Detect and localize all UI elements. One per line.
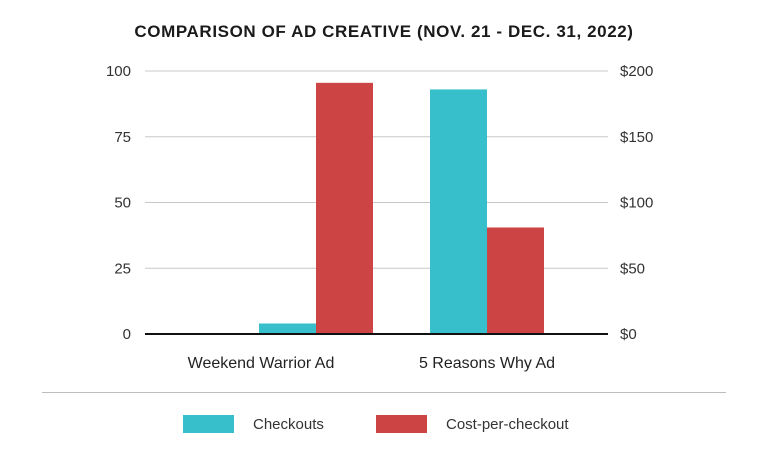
- y-right-tick-label: $100: [620, 195, 653, 212]
- y-left-tick-label: 0: [123, 326, 131, 343]
- x-category-label: Weekend Warrior Ad: [188, 355, 335, 372]
- legend-divider: [42, 392, 726, 393]
- y-right-tick-label: $0: [620, 326, 637, 343]
- legend-item-checkouts: Checkouts: [183, 413, 324, 435]
- bar-cost-per-checkout-5-reasons-why-ad: [487, 227, 544, 334]
- legend-swatch-checkouts: [183, 415, 234, 433]
- bar-checkouts-5-reasons-why-ad: [430, 89, 487, 334]
- y-right-tick-label: $50: [620, 260, 645, 277]
- x-category-label: 5 Reasons Why Ad: [419, 355, 555, 372]
- chart-title: COMPARISON OF AD CREATIVE (NOV. 21 - DEC…: [134, 22, 634, 41]
- y-right-tick-label: $200: [620, 63, 653, 80]
- bar-checkouts-weekend-warrior-ad: [259, 323, 316, 334]
- legend-label-cost-per-checkout: Cost-per-checkout: [446, 415, 569, 433]
- y-left-tick-label: 25: [114, 260, 131, 277]
- y-left-tick-label: 75: [114, 129, 131, 146]
- y-right-tick-label: $150: [620, 129, 653, 146]
- legend-item-cost-per-checkout: Cost-per-checkout: [376, 413, 569, 435]
- y-left-tick-label: 100: [106, 63, 131, 80]
- legend-swatch-cost-per-checkout: [376, 415, 427, 433]
- legend-label-checkouts: Checkouts: [253, 415, 324, 433]
- y-left-tick-label: 50: [114, 195, 131, 212]
- bar-cost-per-checkout-weekend-warrior-ad: [316, 82, 373, 335]
- chart-legend: Checkouts Cost-per-checkout: [0, 413, 768, 435]
